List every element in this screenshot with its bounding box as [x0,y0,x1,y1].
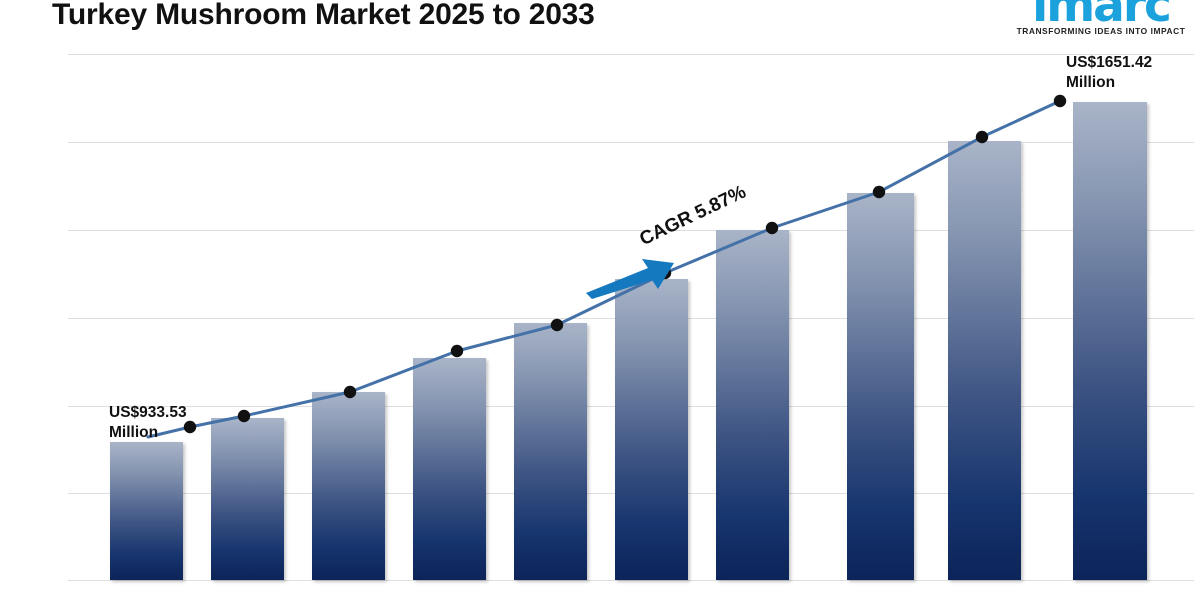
imarc-logo: imarc TRANSFORMING IDEAS INTO IMPACT [1008,0,1194,44]
line-marker [550,318,564,332]
bar [615,279,688,580]
bar [413,358,486,580]
line-marker [343,385,357,399]
start-value-label: US$933.53 Million [109,403,187,443]
bar [514,323,587,580]
bar [211,418,284,580]
bar [110,442,183,580]
plot-area: CAGR 5.87% US$933.53 Million US$1651.42 … [68,53,1194,581]
line-marker [765,221,779,235]
bar [312,392,385,580]
chart-header: Turkey Mushroom Market 2025 to 2033 imar… [0,0,1200,48]
gridline [68,580,1194,581]
growth-arrow-icon [586,259,674,299]
line-marker [872,185,886,199]
bar [948,141,1021,580]
line-marker [1053,94,1067,108]
line-marker [183,420,197,434]
bar [1073,102,1147,580]
gridline [68,230,1194,231]
start-value-line2: Million [109,424,159,441]
bar [716,230,789,580]
end-value-label: US$1651.42 Million [1066,53,1152,93]
line-marker [237,409,251,423]
brand-wordmark: imarc [1032,0,1172,33]
end-value-line2: Million [1066,74,1116,91]
trend-line-series [146,94,1067,439]
end-value-line1: US$1651.42 [1066,54,1153,71]
line-marker [975,130,989,144]
brand-tagline: TRANSFORMING IDEAS INTO IMPACT [1016,26,1186,36]
gridline [68,54,1194,55]
page-title: Turkey Mushroom Market 2025 to 2033 [52,0,595,31]
line-marker [450,344,464,358]
gridline [68,142,1194,143]
bar [847,193,914,580]
start-value-line1: US$933.53 [109,404,187,421]
